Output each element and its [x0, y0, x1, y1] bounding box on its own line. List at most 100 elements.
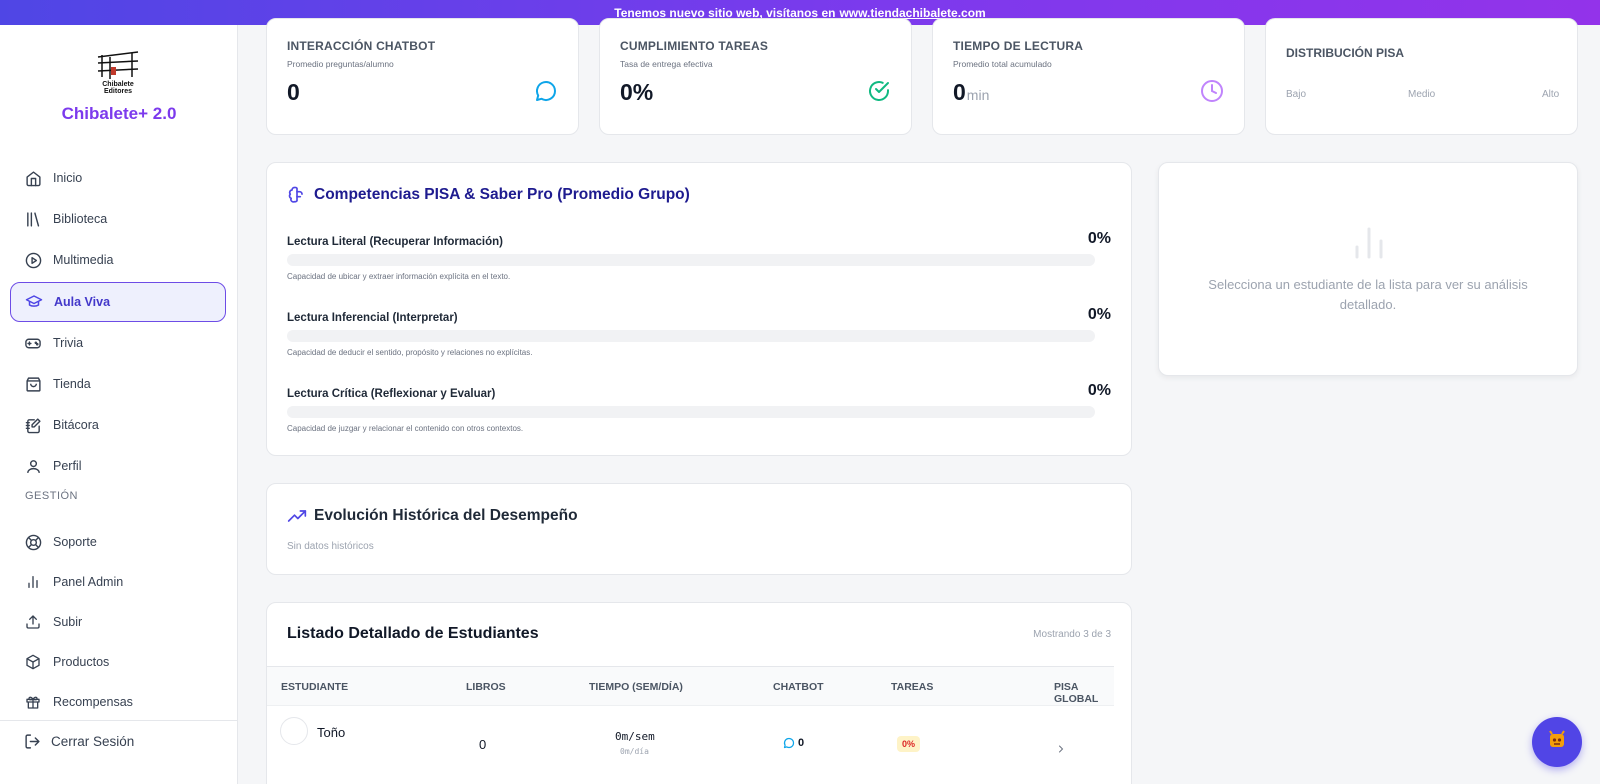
pisa-distribution-title: DISTRIBUCIÓN PISA: [1286, 46, 1405, 60]
sidebar-item-label: Recompensas: [53, 695, 133, 709]
trending-up-icon: [287, 506, 307, 526]
student-detail-panel: Selecciona un estudiante de la lista par…: [1158, 162, 1578, 376]
sidebar-item-label: Aula Viva: [54, 295, 111, 309]
home-icon: [24, 169, 42, 187]
chevron-right-icon[interactable]: [1055, 742, 1067, 760]
check-circle-icon: [867, 79, 891, 103]
students-count: Mostrando 3 de 3: [1033, 629, 1111, 640]
logo: Chibalete Editores: [94, 49, 142, 95]
sidebar-item-inicio[interactable]: Inicio: [10, 158, 226, 198]
sidebar-item-label: Biblioteca: [53, 212, 108, 226]
stat-title: CUMPLIMIENTO TAREAS: [620, 39, 769, 53]
stat-subtitle: Promedio total acumulado: [953, 59, 1052, 69]
assistant-fab-button[interactable]: [1532, 717, 1582, 767]
stat-subtitle: Tasa de entrega efectiva: [620, 59, 713, 69]
column-header[interactable]: TAREAS: [891, 681, 934, 693]
sidebar-item-label: Perfil: [53, 459, 82, 473]
column-header[interactable]: ESTUDIANTE: [281, 681, 349, 693]
stat-title: INTERACCIÓN CHATBOT: [287, 39, 436, 53]
stat-value: 0: [287, 79, 300, 106]
sidebar-item-label: Subir: [53, 615, 83, 629]
evolucion-title: Evolución Histórica del Desempeño: [287, 506, 578, 526]
stat-card-tareas: CUMPLIMIENTO TAREAS Tasa de entrega efec…: [599, 18, 912, 135]
logout-button[interactable]: Cerrar Sesión: [24, 725, 134, 757]
chatbot-count: 0: [798, 737, 805, 749]
stat-title: TIEMPO DE LECTURA: [953, 39, 1084, 53]
sidebar-item-biblioteca[interactable]: Biblioteca: [10, 199, 226, 239]
library-icon: [24, 210, 42, 228]
brain-icon: [287, 185, 307, 205]
stat-card-lectura: TIEMPO DE LECTURA Promedio total acumula…: [932, 18, 1245, 135]
comp-label: Lectura Literal (Recuperar Información): [287, 236, 503, 248]
sidebar-item-perfil[interactable]: Perfil: [10, 446, 226, 486]
banner-text: Tenemos nuevo sitio web, visítanos en: [614, 5, 836, 20]
sidebar-item-aula-viva[interactable]: Aula Viva: [10, 282, 226, 322]
stat-unit: min: [966, 87, 990, 103]
user-icon: [24, 457, 42, 475]
assistant-mascot-icon: [1545, 728, 1569, 757]
bar-chart-icon: [24, 573, 42, 591]
pisa-label-bajo: Bajo: [1286, 89, 1307, 100]
sidebar-item-bitacora[interactable]: Bitácora: [10, 405, 226, 445]
sidebar-item-multimedia[interactable]: Multimedia: [10, 240, 226, 280]
competencias-title-text: Competencias PISA & Saber Pro (Promedio …: [314, 186, 690, 203]
column-header[interactable]: LIBROS: [466, 681, 506, 693]
play-circle-icon: [24, 251, 42, 269]
comp-percent: 0%: [1087, 230, 1111, 247]
notebook-pen-icon: [24, 416, 42, 434]
sidebar-item-recompensas[interactable]: Recompensas: [10, 682, 226, 722]
detail-empty-message: Selecciona un estudiante de la lista par…: [1208, 277, 1528, 312]
banner-link[interactable]: www.tiendachibalete.com: [839, 5, 986, 20]
stat-value-number: 0%: [620, 79, 654, 105]
sidebar-item-soporte[interactable]: Soporte: [10, 522, 226, 562]
graduation-cap-icon: [25, 293, 43, 311]
comp-description: Capacidad de ubicar y extraer informació…: [287, 272, 511, 281]
comp-percent: 0%: [1087, 306, 1111, 323]
column-header[interactable]: CHATBOT: [773, 681, 824, 693]
sidebar-item-label: Panel Admin: [53, 575, 124, 589]
students-card: Listado Detallado de Estudiantes Mostran…: [266, 602, 1132, 784]
column-header[interactable]: PISA GLOBAL: [1054, 681, 1099, 705]
evolucion-empty-text: Sin datos históricos: [287, 541, 374, 552]
avatar: [280, 717, 308, 745]
clock-icon: [1200, 79, 1224, 103]
sidebar-item-productos[interactable]: Productos: [10, 642, 226, 682]
stat-value-number: 0: [287, 79, 300, 105]
sidebar-item-label: Bitácora: [53, 418, 99, 432]
sidebar-item-trivia[interactable]: Trivia: [10, 323, 226, 363]
sidebar-item-label: Trivia: [53, 336, 84, 350]
sidebar-divider: [0, 720, 238, 721]
svg-text:Editores: Editores: [104, 88, 132, 95]
comp-description: Capacidad de juzgar y relacionar el cont…: [287, 424, 524, 433]
life-buoy-icon: [24, 533, 42, 551]
sidebar-item-panel-admin[interactable]: Panel Admin: [10, 562, 226, 602]
stat-value-number: 0: [953, 79, 966, 105]
sidebar-item-tienda[interactable]: Tienda: [10, 364, 226, 404]
tareas-badge: 0%: [897, 736, 921, 752]
pisa-label-alto: Alto: [1542, 89, 1560, 100]
logo-icon: Chibalete Editores: [97, 51, 139, 95]
comp-progress-bar: [287, 330, 1095, 342]
message-circle-icon: [783, 737, 795, 749]
column-header[interactable]: TIEMPO (SEM/DÍA): [589, 681, 683, 693]
sidebar-item-label: Soporte: [53, 535, 97, 549]
pisa-label-medio: Medio: [1408, 89, 1436, 100]
sidebar: Chibalete Editores Chibalete+ 2.0 Inicio…: [0, 25, 238, 784]
comp-label: Lectura Crítica (Reflexionar y Evaluar): [287, 388, 496, 400]
cell-tiempo-sem: 0m/sem: [615, 730, 655, 743]
bar-chart-placeholder-icon: [1353, 223, 1385, 264]
sidebar-item-label: Multimedia: [53, 253, 114, 267]
logout-icon: [24, 733, 41, 750]
cell-tiempo-dia: 0m/día: [620, 747, 649, 756]
shopping-bag-icon: [24, 375, 42, 393]
students-title: Listado Detallado de Estudiantes: [287, 625, 539, 642]
gift-icon: [24, 693, 42, 711]
cell-libros: 0: [479, 737, 487, 752]
comp-progress-bar: [287, 406, 1095, 418]
section-label-gestion: GESTIÓN: [25, 490, 79, 502]
sidebar-item-label: Productos: [53, 655, 110, 669]
logout-label: Cerrar Sesión: [51, 733, 135, 749]
comp-percent: 0%: [1087, 382, 1111, 399]
sidebar-item-subir[interactable]: Subir: [10, 602, 226, 642]
package-icon: [24, 653, 42, 671]
